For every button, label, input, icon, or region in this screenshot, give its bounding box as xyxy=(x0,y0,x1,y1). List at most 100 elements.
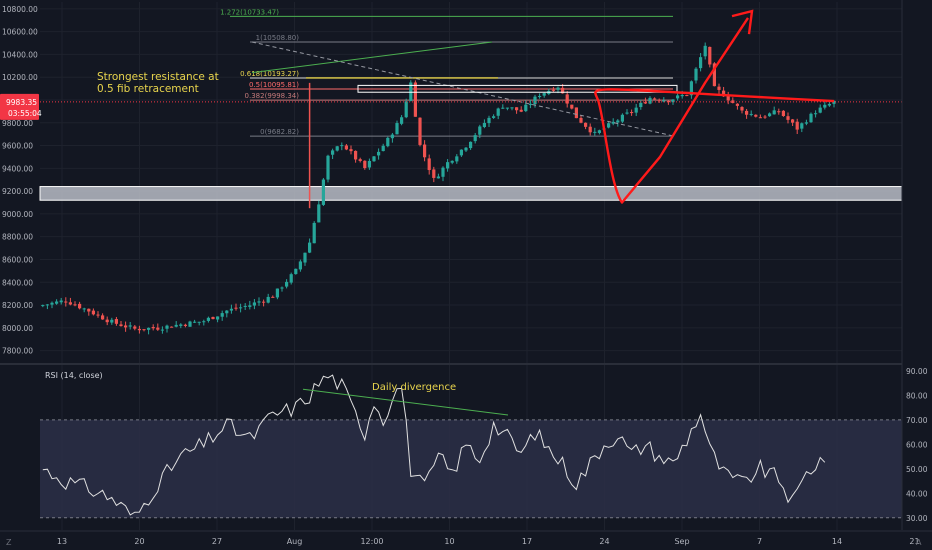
candle-body xyxy=(400,117,404,124)
candle-body xyxy=(712,63,716,87)
candle-body xyxy=(45,304,49,306)
candle-body xyxy=(754,114,758,117)
rsi-divergence-line[interactable] xyxy=(302,388,509,416)
candle-body xyxy=(317,204,321,223)
time-tick-label: 21 xyxy=(909,537,919,546)
candle-body xyxy=(676,95,680,99)
candle-body xyxy=(565,94,569,104)
candle-body xyxy=(791,119,795,123)
price-axis[interactable] xyxy=(902,0,932,530)
price-tick-label: 10400.00 xyxy=(2,50,38,59)
time-tick-label: Aug xyxy=(287,537,303,546)
price-tick-label: 9000.00 xyxy=(2,210,33,219)
candle-body xyxy=(814,113,818,115)
candle-body xyxy=(41,305,45,307)
rsi-title[interactable]: RSI (14, close) xyxy=(45,371,103,380)
candle-body xyxy=(101,315,105,320)
time-tick-label: 7 xyxy=(757,537,762,546)
time-tick-label: 27 xyxy=(212,537,222,546)
candle-body xyxy=(280,287,284,289)
candle-body xyxy=(464,147,468,151)
candle-body xyxy=(515,107,519,111)
candle-body xyxy=(262,301,266,303)
candle-body xyxy=(266,296,270,303)
candle-body xyxy=(340,145,344,147)
resistance-box[interactable] xyxy=(357,84,678,93)
candle-body xyxy=(620,114,624,122)
candle-body xyxy=(82,308,86,310)
fib-level-label: 1.272(10733.47) xyxy=(220,8,279,16)
candle-body xyxy=(455,156,459,162)
candle-body xyxy=(197,321,201,323)
time-tick-label: 10 xyxy=(444,537,454,546)
candle-body xyxy=(731,100,735,103)
candle-body xyxy=(501,107,505,109)
rsi-axis-ticks: 90.00 80.00 70.00 60.00 50.00 40.00 30.00 xyxy=(906,367,928,523)
candle-body xyxy=(496,108,500,116)
candle-body xyxy=(772,110,776,115)
rsi-tick-label: 60.00 xyxy=(906,440,928,449)
candle-body xyxy=(331,150,335,155)
price-tick-label: 9400.00 xyxy=(2,164,33,173)
candle-body xyxy=(377,151,381,156)
candle-body xyxy=(680,95,684,97)
candle-body xyxy=(607,123,611,128)
candle-body xyxy=(777,111,781,113)
fib-retracement[interactable]: 1.272(10733.47) 1(10508.80) 0.618(10193.27… xyxy=(220,8,673,137)
candle-body xyxy=(735,103,739,106)
candle-body xyxy=(234,307,238,309)
candle-body xyxy=(298,261,302,270)
candle-body xyxy=(450,160,454,163)
candle-body xyxy=(551,89,555,91)
candle-body xyxy=(308,242,312,253)
price-tick-label: 10200.00 xyxy=(2,73,38,82)
candle-body xyxy=(248,305,252,307)
time-tick-label: Sep xyxy=(674,537,689,546)
rsi-tick-label: 40.00 xyxy=(906,489,928,498)
candle-body xyxy=(312,222,316,244)
auto-scale-icon[interactable]: A xyxy=(916,538,922,547)
candle-body xyxy=(519,109,523,112)
candle-body xyxy=(349,149,353,152)
candle-body xyxy=(358,159,362,161)
candle-body xyxy=(510,107,514,109)
time-tick-label: 24 xyxy=(599,537,609,546)
candle-body xyxy=(630,112,634,114)
price-tick-label: 8600.00 xyxy=(2,255,33,264)
rsi-tick-label: 90.00 xyxy=(906,367,928,376)
candle-body xyxy=(326,155,330,180)
resistance-annotation-line1: Strongest resistance at xyxy=(97,71,219,83)
candle-body xyxy=(216,316,220,320)
candle-body xyxy=(446,162,450,169)
rsi-divergence-annotation: Daily divergence xyxy=(372,382,456,393)
candle-body xyxy=(390,134,394,139)
candle-body xyxy=(174,324,178,327)
candle-body xyxy=(648,97,652,104)
candle-body xyxy=(524,104,528,112)
current-price-label: 9983.35 xyxy=(6,98,37,107)
candle-body xyxy=(91,310,95,315)
candle-body xyxy=(367,160,371,168)
candle-body xyxy=(427,158,431,171)
price-tick-label: 9800.00 xyxy=(2,119,33,128)
candle-body xyxy=(220,313,224,317)
candle-body xyxy=(574,107,578,119)
candle-body xyxy=(124,325,128,328)
time-tick-label: 12:00 xyxy=(360,537,383,546)
candle-body xyxy=(252,302,256,306)
candle-body xyxy=(229,308,233,311)
candle-body xyxy=(768,113,772,117)
candle-body xyxy=(694,68,698,81)
price-tick-label: 8000.00 xyxy=(2,324,33,333)
zoom-icon[interactable]: Z xyxy=(6,538,12,547)
price-tick-label: 10600.00 xyxy=(2,28,38,37)
current-price-marker xyxy=(0,93,39,120)
candle-body xyxy=(206,317,210,321)
candle-body xyxy=(193,321,197,323)
candle-body xyxy=(105,319,109,323)
candle-body xyxy=(147,327,151,330)
trendline-up[interactable] xyxy=(251,41,493,74)
candle-body xyxy=(818,107,822,113)
candle-body xyxy=(482,122,486,128)
